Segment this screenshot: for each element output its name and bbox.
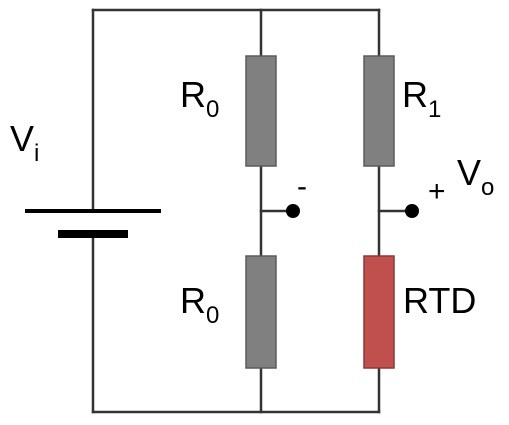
- label-source-main: V: [10, 118, 34, 159]
- label-rtd: RTD: [403, 280, 476, 321]
- label-output-sub: o: [481, 174, 494, 201]
- label-r0-bottom-sub: 0: [206, 302, 219, 329]
- label-r1-main: R: [402, 74, 428, 115]
- resistor-r1: [363, 55, 395, 167]
- label-r0-bottom: R0: [180, 280, 219, 329]
- circuit-wires: [91, 8, 414, 414]
- label-r0-top-main: R: [180, 74, 206, 115]
- label-r1: R1: [402, 74, 441, 123]
- label-r0-top: R0: [180, 74, 219, 123]
- resistor-r0-top: [245, 55, 277, 167]
- label-output-main: V: [457, 152, 481, 193]
- rtd-sensor: [363, 255, 395, 369]
- label-output: Vo: [457, 152, 494, 201]
- label-minus-sign: -: [297, 170, 307, 203]
- terminal-minus: [286, 204, 300, 218]
- label-r0-bottom-main: R: [180, 280, 206, 321]
- label-source: Vi: [10, 118, 39, 167]
- battery-symbol: [25, 209, 161, 238]
- label-r1-sub: 1: [428, 96, 441, 123]
- terminal-plus: [405, 204, 419, 218]
- label-r0-top-sub: 0: [206, 96, 219, 123]
- label-plus-sign: +: [428, 175, 446, 208]
- resistor-r0-bottom: [245, 255, 277, 369]
- label-source-sub: i: [34, 140, 39, 167]
